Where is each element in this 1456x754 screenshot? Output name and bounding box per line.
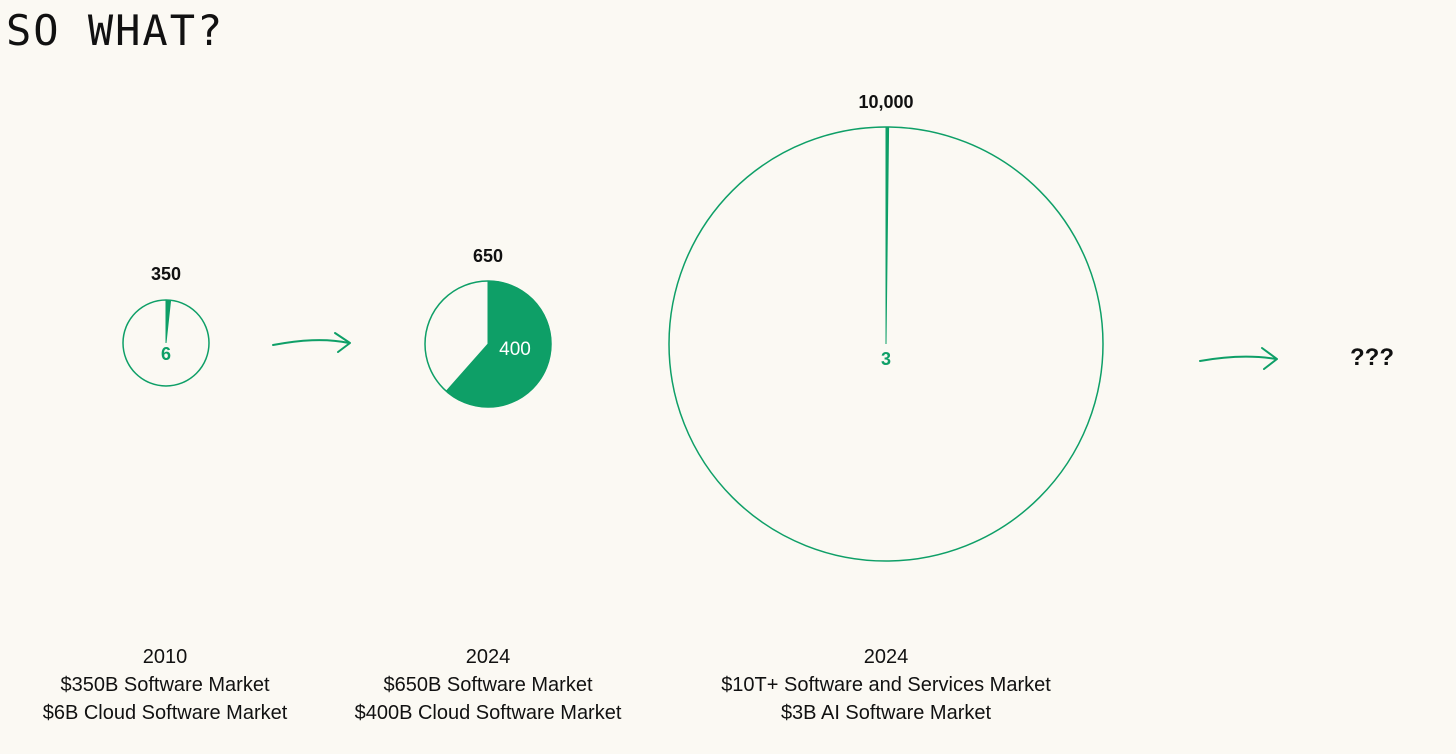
caption-line: 2010 [142,646,188,668]
pie-slice-2 [445,280,552,408]
arrow-icon-2 [1199,347,1278,370]
caption-line: $10T+ Software and Services Market [721,674,1051,696]
pie-total-label-1: 350 [151,264,181,284]
pie-slice-1 [165,299,172,344]
caption-2024-software-services: 2024 $10T+ Software and Services Market … [676,643,1096,727]
caption-2024-software: 2024 $650B Software Market $400B Cloud S… [278,643,698,727]
caption-line: 2024 [465,646,511,668]
arrow-icon-1 [272,332,351,353]
page-title: SO WHAT? [6,6,225,55]
caption-2010-software: 2010 $350B Software Market $6B Cloud Sof… [0,643,375,727]
pie-charts-group: 350 6 650 400 10,000 3 [122,92,1104,562]
pie-slice-label-1: 6 [161,344,171,364]
caption-line: 2024 [863,646,909,668]
pie-slice-label-3: 3 [881,349,891,369]
caption-line: $650B Software Market [383,674,593,696]
pie-total-label-2: 650 [473,246,503,266]
pie-slice-3 [885,126,890,345]
pie-slice-label-2: 400 [499,339,531,360]
unknown-future-label: ??? [1350,344,1394,371]
caption-line: $6B Cloud Software Market [42,702,288,724]
pie-total-label-3: 10,000 [858,92,913,112]
caption-line: $400B Cloud Software Market [354,702,622,724]
caption-line: $3B AI Software Market [780,702,992,724]
caption-line: $350B Software Market [60,674,270,696]
